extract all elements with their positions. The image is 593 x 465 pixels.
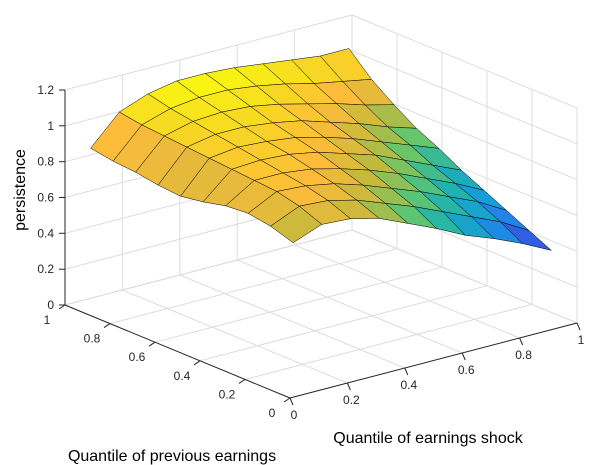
x-axis-label: Quantile of earnings shock: [333, 430, 523, 447]
y-tick-mark: [193, 360, 201, 366]
grid-line: [64, 14, 353, 91]
axes-box: [58, 89, 581, 406]
y-tick-label: 0: [269, 406, 276, 420]
z-axis-label: persistence: [12, 149, 29, 231]
y-tick-mark: [58, 304, 66, 310]
grid-line: [351, 229, 578, 324]
x-tick-mark: [346, 382, 351, 391]
surface-cell: [270, 205, 323, 243]
x-tick-mark: [461, 352, 466, 361]
y-axis-line: [64, 304, 291, 399]
y-tick-mark: [283, 397, 291, 403]
x-axis-line: [289, 322, 578, 399]
y-tick-mark: [103, 323, 111, 329]
x-tick-label: 0: [291, 408, 298, 422]
surface: [90, 48, 552, 251]
grid-line: [351, 14, 578, 109]
grid-line: [351, 50, 578, 145]
y-tick-mark: [238, 378, 246, 384]
grid-line: [199, 285, 488, 362]
x-tick-label: 0.6: [458, 363, 475, 377]
x-tick-label: 1: [578, 333, 585, 347]
x-tick-label: 0.4: [400, 378, 417, 392]
tick-labels: 00.20.40.60.8100.20.40.60.8100.20.40.60.…: [37, 83, 584, 422]
grid-line: [244, 303, 533, 380]
z-tick-label: 0.2: [37, 262, 54, 276]
z-tick-label: 0.8: [37, 155, 54, 169]
z-tick-label: 0.4: [37, 226, 54, 240]
x-tick-mark: [289, 397, 294, 406]
z-tick-label: 0.6: [37, 191, 54, 205]
z-tick-label: 0: [47, 298, 54, 312]
grid-line: [122, 289, 348, 384]
x-tick-label: 0.2: [343, 393, 360, 407]
grid-line: [154, 266, 443, 343]
grid-line: [64, 229, 353, 306]
z-tick-label: 1.2: [37, 83, 54, 97]
y-tick-label: 0.2: [219, 387, 236, 401]
y-tick-label: 0.8: [84, 332, 101, 346]
y-tick-mark: [148, 341, 156, 347]
x-tick-mark: [519, 337, 524, 346]
y-axis-label: Quantile of previous earnings: [68, 448, 276, 465]
grid-line: [294, 244, 520, 339]
x-tick-label: 0.8: [515, 348, 532, 362]
grid-line: [179, 274, 405, 369]
grid-line: [109, 248, 398, 325]
x-tick-mark: [404, 367, 409, 376]
x-tick-mark: [576, 322, 581, 331]
grid-lines: [64, 14, 578, 399]
grid-line: [237, 259, 463, 354]
y-tick-label: 0.6: [129, 350, 146, 364]
y-tick-label: 1: [44, 313, 51, 327]
z-tick-label: 1: [47, 119, 54, 133]
y-tick-label: 0.4: [174, 369, 191, 383]
